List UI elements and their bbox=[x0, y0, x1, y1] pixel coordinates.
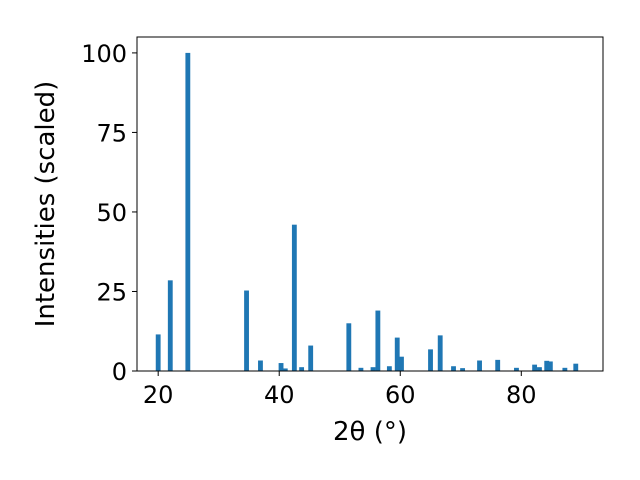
bar bbox=[282, 368, 288, 371]
bar bbox=[299, 367, 305, 371]
x-tick-label: 60 bbox=[385, 381, 416, 409]
bar bbox=[185, 52, 191, 372]
bar bbox=[477, 360, 482, 371]
y-tick-label: 50 bbox=[96, 199, 127, 227]
x-axis-ticks: 20 40 60 80 bbox=[143, 371, 537, 409]
bar bbox=[537, 367, 542, 371]
bar bbox=[437, 335, 443, 371]
y-tick-label: 25 bbox=[96, 278, 127, 306]
bar bbox=[346, 323, 352, 371]
bar bbox=[308, 345, 314, 371]
y-axis-label: Intensities (scaled) bbox=[31, 81, 61, 328]
bar bbox=[532, 364, 538, 371]
x-tick-label: 20 bbox=[143, 381, 174, 409]
bar bbox=[155, 334, 161, 371]
bar bbox=[386, 366, 392, 371]
bar bbox=[291, 224, 297, 371]
bar bbox=[394, 337, 400, 371]
bar bbox=[358, 367, 364, 371]
bar bbox=[167, 280, 173, 371]
y-tick-label: 100 bbox=[81, 40, 127, 68]
bar bbox=[547, 361, 553, 371]
bar-series bbox=[155, 52, 579, 372]
bar bbox=[514, 367, 519, 371]
bar bbox=[399, 356, 404, 371]
bar bbox=[278, 363, 284, 371]
bar bbox=[451, 366, 456, 371]
bar bbox=[460, 368, 466, 371]
plot-frame bbox=[136, 36, 604, 372]
bar bbox=[428, 349, 433, 371]
bar bbox=[562, 367, 568, 371]
bar bbox=[573, 363, 579, 371]
y-tick-label: 75 bbox=[96, 119, 127, 147]
bar bbox=[258, 360, 263, 371]
bar bbox=[375, 310, 381, 371]
y-tick-label: 0 bbox=[112, 358, 127, 386]
x-tick-label: 80 bbox=[506, 381, 537, 409]
bar bbox=[244, 290, 249, 371]
y-axis-ticks: 0 25 50 75 100 bbox=[81, 40, 137, 386]
x-tick-label: 40 bbox=[264, 381, 295, 409]
bar bbox=[544, 360, 550, 371]
x-axis-label: 2θ (°) bbox=[333, 417, 407, 447]
bar bbox=[370, 367, 376, 371]
bar bbox=[495, 359, 501, 371]
